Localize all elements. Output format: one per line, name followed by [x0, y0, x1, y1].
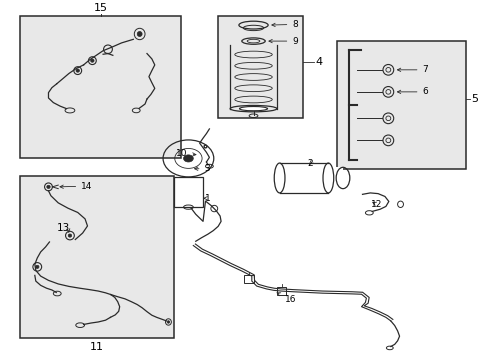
Text: 11: 11: [90, 342, 103, 352]
Bar: [20, 176, 173, 338]
Ellipse shape: [239, 107, 267, 111]
Text: 9: 9: [268, 37, 297, 46]
Ellipse shape: [36, 265, 39, 269]
Ellipse shape: [90, 59, 94, 62]
Bar: [173, 177, 203, 207]
Text: 16: 16: [277, 293, 295, 304]
Bar: [20, 16, 181, 158]
Text: 4: 4: [315, 57, 322, 67]
Bar: [279, 163, 328, 193]
Ellipse shape: [167, 321, 169, 323]
Ellipse shape: [68, 234, 72, 237]
Text: 10: 10: [176, 149, 196, 158]
Text: 1: 1: [203, 194, 210, 203]
Bar: [244, 275, 254, 283]
Text: 2: 2: [306, 159, 313, 168]
Bar: [276, 287, 286, 295]
Ellipse shape: [76, 69, 79, 72]
Text: 5: 5: [470, 94, 477, 104]
Text: 13: 13: [57, 223, 70, 233]
Circle shape: [183, 155, 193, 162]
Text: 6: 6: [397, 87, 427, 96]
Text: 3: 3: [194, 164, 210, 173]
Text: 7: 7: [397, 65, 427, 74]
Text: 14: 14: [60, 182, 92, 191]
Ellipse shape: [137, 31, 142, 36]
Bar: [336, 41, 466, 169]
Ellipse shape: [47, 185, 50, 189]
Text: 15: 15: [94, 3, 107, 13]
Bar: [217, 16, 303, 117]
Text: 12: 12: [370, 200, 382, 209]
Text: 8: 8: [271, 20, 297, 29]
Bar: [328, 167, 342, 189]
